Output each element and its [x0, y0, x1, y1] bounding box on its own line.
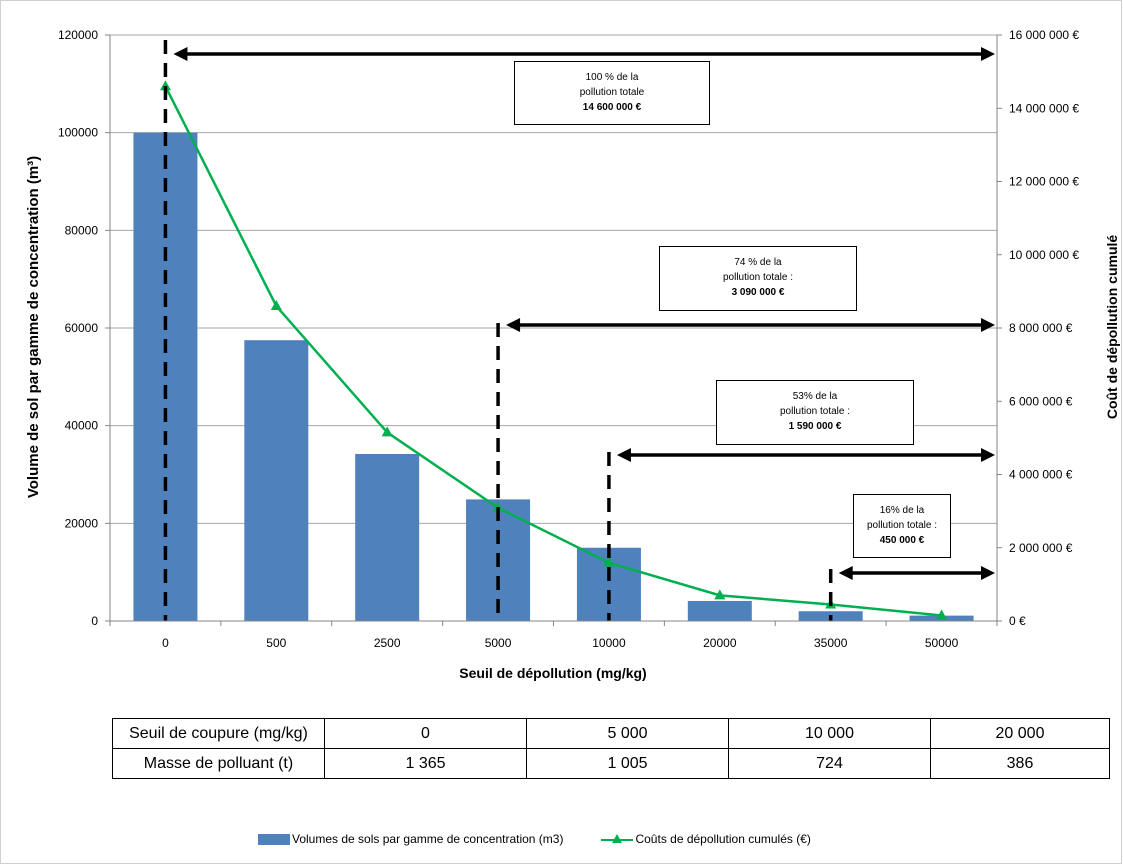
table-row: Seuil de coupure (mg/kg) 0 5 000 10 000 … — [112, 718, 1110, 749]
table-cell: 0 — [324, 718, 527, 749]
bar — [244, 340, 309, 621]
y-right-tick-label: 14 000 000 € — [1009, 101, 1079, 115]
y-left-tick-label: 60000 — [65, 321, 99, 335]
range-arrow-head — [981, 448, 995, 462]
x-tick-label: 35000 — [814, 636, 848, 650]
table-cell: 1 365 — [324, 748, 527, 779]
y-left-tick-label: 40000 — [65, 419, 99, 433]
table-cell: 724 — [728, 748, 931, 779]
range-arrow-head — [173, 47, 188, 61]
x-tick-label: 20000 — [703, 636, 737, 650]
cost-point — [714, 589, 726, 600]
annotation-53-percent: 53% de la pollution totale : 1 590 000 € — [716, 380, 914, 445]
legend-bar-swatch — [258, 833, 290, 845]
legend-label-volumes: Volumes de sols par gamme de concentrati… — [292, 832, 564, 846]
y-left-tick-label: 80000 — [65, 223, 99, 237]
annotation-16-percent: 16% de la pollution totale : 450 000 € — [853, 494, 951, 558]
range-arrow-head — [506, 318, 521, 332]
table-row-label: Masse de polluant (t) — [112, 748, 325, 779]
table-cell: 5 000 — [526, 718, 729, 749]
x-tick-label: 0 — [162, 636, 169, 650]
x-axis-label: Seuil de dépollution (mg/kg) — [459, 665, 646, 681]
cost-point — [270, 300, 282, 311]
legend-line-swatch — [601, 833, 634, 845]
y-left-tick-label: 0 — [91, 614, 98, 628]
annotation-amount: 14 600 000 € — [582, 102, 642, 113]
table-cell: 10 000 — [728, 718, 931, 749]
y-right-tick-label: 6 000 000 € — [1009, 394, 1073, 408]
annotation-line1: 16% de la — [879, 505, 925, 516]
cost-point — [159, 80, 171, 91]
table-cell: 1 005 — [526, 748, 729, 779]
legend-item-costs: Coûts de dépollution cumulés (€) — [601, 832, 811, 846]
y-left-tick-label: 20000 — [65, 516, 99, 530]
annotation-line2: pollution totale — [579, 87, 645, 98]
x-tick-label: 10000 — [592, 636, 626, 650]
annotation-amount: 3 090 000 € — [731, 287, 785, 298]
x-tick-label: 50000 — [925, 636, 959, 650]
range-arrow-head — [838, 566, 853, 580]
y-right-tick-label: 12 000 000 € — [1009, 175, 1079, 189]
y-axis-right-label: Coût de dépollution cumulé — [1104, 235, 1120, 420]
table-cell: 20 000 — [930, 718, 1110, 749]
annotation-line2: pollution totale : — [722, 272, 794, 283]
annotation-74-percent: 74 % de la pollution totale : 3 090 000 … — [659, 246, 857, 311]
annotation-line2: pollution totale : — [779, 406, 851, 417]
y-right-tick-label: 10 000 000 € — [1009, 248, 1079, 262]
annotation-amount: 1 590 000 € — [788, 421, 842, 432]
y-right-tick-label: 8 000 000 € — [1009, 321, 1073, 335]
bar — [687, 600, 752, 621]
y-right-tick-label: 4 000 000 € — [1009, 468, 1073, 482]
legend-label-costs: Coûts de dépollution cumulés (€) — [635, 832, 811, 846]
range-arrow-head — [616, 448, 631, 462]
range-arrow-head — [981, 47, 995, 61]
cost-point — [936, 609, 948, 620]
x-tick-label: 500 — [266, 636, 286, 650]
legend: Volumes de sols par gamme de concentrati… — [258, 832, 849, 846]
annotation-100-percent: 100 % de la pollution totale 14 600 000 … — [514, 61, 710, 125]
annotation-line1: 74 % de la — [734, 257, 782, 268]
table-row-label: Seuil de coupure (mg/kg) — [112, 718, 325, 749]
bar — [355, 453, 420, 621]
table-row: Masse de polluant (t) 1 365 1 005 724 38… — [112, 748, 1110, 779]
legend-item-volumes: Volumes de sols par gamme de concentrati… — [258, 832, 563, 846]
cost-point — [492, 501, 504, 512]
cost-point — [603, 556, 615, 567]
y-right-tick-label: 2 000 000 € — [1009, 541, 1073, 555]
y-right-tick-label: 16 000 000 € — [1009, 28, 1079, 42]
range-arrow-head — [981, 318, 995, 332]
cost-line — [164, 85, 942, 617]
table-cell: 386 — [930, 748, 1110, 779]
y-left-tick-label: 120000 — [58, 28, 98, 42]
annotation-line1: 100 % de la — [585, 72, 639, 83]
x-tick-label: 5000 — [485, 636, 512, 650]
range-arrow-head — [981, 566, 995, 580]
cost-point — [381, 426, 393, 437]
y-left-tick-label: 100000 — [58, 126, 98, 140]
y-right-tick-label: 0 € — [1009, 614, 1026, 628]
y-axis-left-label: Volume de sol par gamme de concentration… — [25, 156, 42, 498]
annotation-line1: 53% de la — [792, 391, 838, 402]
data-table: Seuil de coupure (mg/kg) 0 5 000 10 000 … — [112, 718, 1110, 779]
annotation-line2: pollution totale : — [866, 520, 938, 531]
annotation-amount: 450 000 € — [879, 535, 925, 546]
x-tick-label: 2500 — [374, 636, 401, 650]
